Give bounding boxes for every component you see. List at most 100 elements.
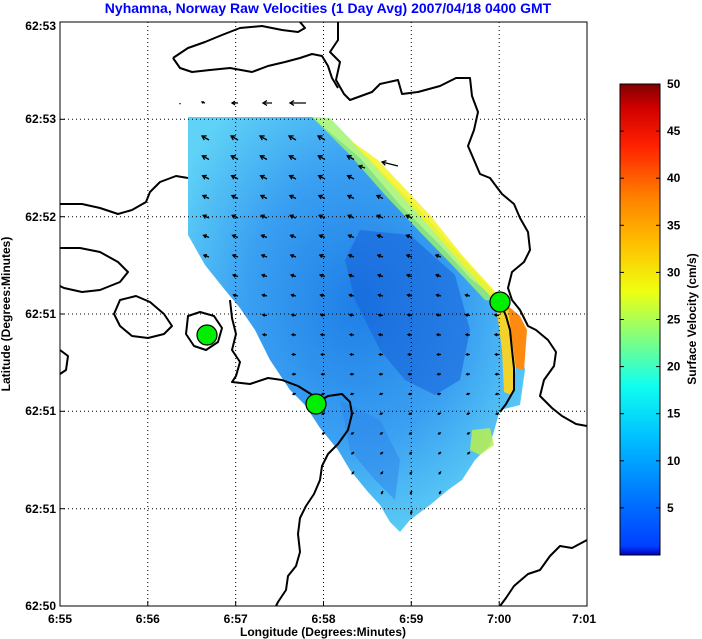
velocity-arrow (291, 392, 297, 396)
velocity-arrow (406, 293, 413, 298)
velocity-arrow (231, 214, 239, 219)
velocity-arrow (376, 214, 384, 219)
velocity-arrow (288, 155, 297, 161)
y-tick-label: 62:52 (25, 210, 56, 224)
y-axis-title: Latitude (Degrees:Minutes) (0, 237, 13, 392)
velocity-arrow (466, 412, 471, 415)
velocity-arrow (347, 273, 355, 278)
coastline-east-inlet (499, 301, 515, 413)
coastline-west-peninsula (60, 247, 129, 293)
x-axis: 6:55 6:56 6:57 6:58 6:59 7:00 7:01 Longi… (48, 601, 596, 639)
velocity-arrow (260, 234, 268, 239)
y-tick-label: 62:53 (25, 19, 56, 33)
velocity-arrow (260, 253, 268, 259)
velocity-arrow (380, 490, 384, 495)
colorbar-tick-label: 25 (667, 313, 681, 327)
velocity-arrow (201, 155, 210, 161)
velocity-arrow (464, 313, 471, 317)
velocity-arrow (230, 194, 239, 200)
velocity-arrow (405, 234, 413, 239)
velocity-arrow (379, 431, 384, 435)
velocity-arrow (202, 253, 210, 259)
coastline-north-island (172, 22, 339, 89)
velocity-arrow (409, 490, 413, 495)
velocity-arrow (407, 392, 413, 396)
velocity-arrow (408, 412, 413, 415)
velocity-arrow (350, 451, 355, 455)
velocity-arrow (230, 100, 238, 106)
colorbar-tick-label: 30 (667, 265, 681, 279)
velocity-arrow (287, 135, 297, 141)
coastline-small-island (185, 311, 223, 351)
site-markers (196, 291, 511, 415)
velocity-arrow (259, 174, 268, 180)
colorbar-tick-label: 15 (667, 407, 681, 421)
velocity-arrow (230, 174, 239, 180)
colorbar-title: Surface Velocity (cm/s) (685, 253, 699, 384)
velocity-arrow (321, 431, 326, 435)
velocity-arrow (261, 100, 272, 106)
y-tick-label: 62:51 (25, 307, 56, 321)
velocity-arrow (350, 412, 355, 415)
x-tick-label: 7:01 (572, 612, 596, 626)
coastline-southeast (499, 539, 587, 606)
chart-title: Nyhamna, Norway Raw Velocities (1 Day Av… (105, 0, 552, 16)
y-tick-label: 62:51 (25, 502, 56, 516)
velocity-arrow (378, 352, 384, 357)
velocity-arrow (434, 253, 442, 259)
velocity-arrow (260, 214, 268, 219)
velocity-arrow (494, 352, 500, 357)
velocity-arrow (231, 234, 239, 239)
velocity-arrow (438, 490, 442, 495)
velocity-arrow (409, 510, 413, 515)
velocity-arrow (288, 100, 306, 106)
velocity-arrow (346, 174, 355, 180)
velocity-arrow (290, 293, 297, 298)
velocity-arrow (289, 253, 297, 259)
velocity-arrow (464, 293, 471, 298)
velocity-arrow (408, 451, 413, 455)
velocity-arrow (407, 352, 413, 357)
velocity-arrow (437, 431, 442, 435)
velocity-arrow (376, 273, 384, 278)
velocity-vectors (179, 100, 500, 515)
velocity-arrow (231, 273, 239, 278)
velocity-arrow (493, 333, 500, 337)
grid-lines (60, 22, 587, 606)
velocity-arrow (318, 234, 326, 239)
velocity-arrow (436, 352, 442, 357)
velocity-arrow (494, 392, 500, 396)
velocity-arrow (202, 214, 210, 219)
velocity-arrow (201, 174, 210, 180)
site-marker-west (196, 324, 218, 346)
velocity-arrow (437, 412, 442, 415)
colorbar-tick-label: 35 (667, 218, 681, 232)
velocity-arrow (406, 333, 413, 337)
velocity-arrow (437, 451, 442, 455)
velocity-arrow (260, 273, 268, 278)
velocity-arrow (318, 273, 326, 278)
velocity-arrow (202, 234, 210, 239)
y-tick-label: 62:50 (25, 599, 56, 613)
colorbar-tick-label: 20 (667, 360, 681, 374)
velocity-arrow (357, 164, 366, 170)
colorbar-tick-label: 50 (667, 77, 681, 91)
velocity-arrow (289, 273, 297, 278)
velocity-arrow (288, 194, 297, 200)
velocity-arrow (348, 313, 355, 317)
velocity-arrow (406, 313, 413, 317)
velocity-arrow (465, 352, 471, 357)
colorbar-tick-label: 10 (667, 454, 681, 468)
velocity-arrow (377, 313, 384, 317)
velocity-arrow (351, 471, 355, 475)
velocity-arrow (435, 293, 442, 298)
velocity-arrow (290, 333, 297, 337)
velocity-arrow (380, 160, 399, 167)
velocity-arrow (289, 234, 297, 239)
velocity-arrow (319, 293, 326, 298)
plot-area (59, 21, 588, 607)
velocity-arrow (259, 194, 268, 200)
velocity-arrow (348, 293, 355, 298)
coastline-west-edge (60, 349, 69, 375)
